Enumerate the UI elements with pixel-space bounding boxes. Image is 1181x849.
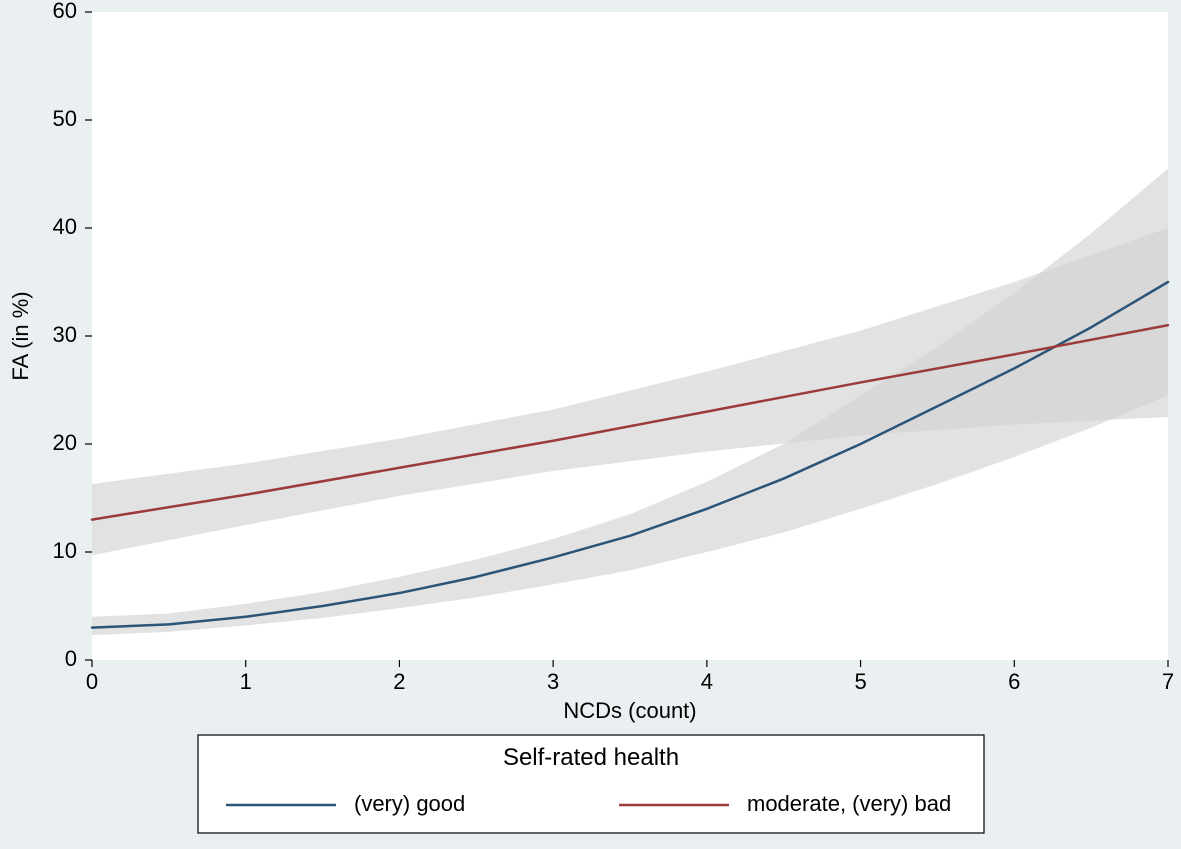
legend-label-0: (very) good [354,791,465,816]
x-tick-label: 5 [854,669,866,694]
y-tick-label: 40 [53,214,77,239]
y-tick-label: 0 [65,646,77,671]
y-tick-label: 60 [53,0,77,23]
x-axis-label: NCDs (count) [563,698,696,723]
legend-title: Self-rated health [503,744,679,771]
y-tick-label: 20 [53,430,77,455]
x-tick-label: 6 [1008,669,1020,694]
x-tick-label: 3 [547,669,559,694]
chart-container: 0 10 20 30 40 50 60 0 1 2 3 4 5 6 7 NCDs (count) FA (in … [0,0,1181,849]
x-tick-label: 1 [240,669,252,694]
x-tick-label: 0 [86,669,98,694]
legend-label-1: moderate, (very) bad [747,791,951,816]
y-tick-label: 50 [53,106,77,131]
x-tick-label: 7 [1162,669,1174,694]
y-tick-label: 10 [53,538,77,563]
x-tick-label: 4 [701,669,713,694]
x-tick-label: 2 [393,669,405,694]
y-axis-label: FA (in %) [8,291,33,380]
y-tick-label: 30 [53,322,77,347]
line-chart: 0 10 20 30 40 50 60 0 1 2 3 4 5 6 7 NCDs (count) FA (in … [0,0,1181,849]
